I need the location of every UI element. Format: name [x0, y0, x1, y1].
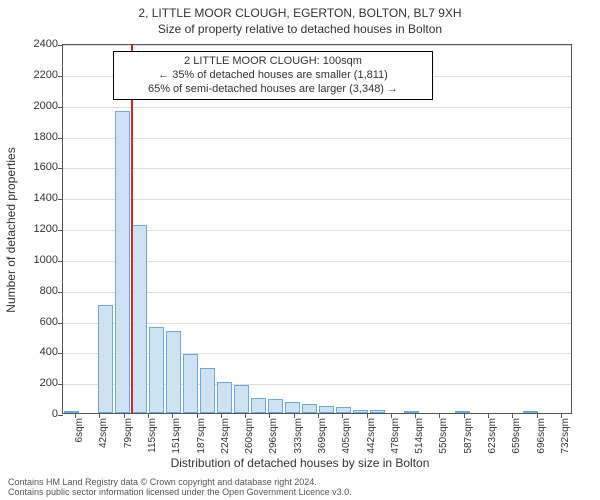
x-tick-label: 296sqm — [268, 418, 279, 468]
y-tick-label: 200 — [22, 377, 58, 389]
y-tick-mark — [58, 168, 63, 169]
histogram-bar — [166, 331, 182, 413]
y-tick-label: 2400 — [22, 38, 58, 50]
histogram-bar — [302, 404, 318, 413]
y-tick-mark — [58, 292, 63, 293]
x-tick-label: 732sqm — [560, 418, 571, 468]
x-tick-label: 333sqm — [293, 418, 304, 468]
x-tick-label: 442sqm — [366, 418, 377, 468]
histogram-bar — [64, 411, 80, 413]
x-tick-label: 696sqm — [536, 418, 547, 468]
histogram-bar — [455, 411, 471, 413]
y-tick-mark — [58, 323, 63, 324]
x-tick-label: 514sqm — [414, 418, 425, 468]
x-tick-label: 115sqm — [147, 418, 158, 468]
y-tick-label: 2000 — [22, 100, 58, 112]
x-tick-label: 6sqm — [74, 418, 85, 468]
histogram-bar — [370, 410, 386, 413]
x-tick-label: 187sqm — [196, 418, 207, 468]
histogram-bar — [404, 411, 420, 413]
x-tick-label: 405sqm — [341, 418, 352, 468]
gridline — [63, 107, 571, 108]
y-tick-label: 400 — [22, 346, 58, 358]
histogram-bar — [217, 382, 233, 413]
gridline — [63, 138, 571, 139]
annotation-line: 2 LITTLE MOOR CLOUGH: 100sqm — [120, 55, 426, 69]
y-tick-label: 1400 — [22, 192, 58, 204]
histogram-bar — [98, 305, 114, 413]
histogram-bar — [132, 225, 148, 413]
histogram-bar — [523, 411, 539, 413]
histogram-bar — [234, 385, 250, 413]
x-tick-label: 260sqm — [244, 418, 255, 468]
histogram-bar — [251, 398, 267, 413]
x-tick-label: 79sqm — [123, 418, 134, 468]
x-tick-label: 550sqm — [438, 418, 449, 468]
histogram-bar — [268, 399, 284, 413]
y-tick-mark — [58, 230, 63, 231]
histogram-bar — [353, 410, 369, 413]
y-tick-mark — [58, 45, 63, 46]
gridline — [63, 168, 571, 169]
y-tick-mark — [58, 138, 63, 139]
histogram-bar — [149, 327, 165, 413]
x-tick-label: 42sqm — [98, 418, 109, 468]
histogram-bar — [336, 407, 352, 413]
y-tick-mark — [58, 415, 63, 416]
y-tick-label: 1800 — [22, 131, 58, 143]
y-tick-label: 0 — [22, 408, 58, 420]
y-tick-label: 1200 — [22, 223, 58, 235]
gridline — [63, 199, 571, 200]
y-tick-label: 2200 — [22, 69, 58, 81]
annotation-box: 2 LITTLE MOOR CLOUGH: 100sqm← 35% of det… — [113, 51, 433, 100]
annotation-line: 65% of semi-detached houses are larger (… — [120, 83, 426, 97]
histogram-chart: 2 LITTLE MOOR CLOUGH: 100sqm← 35% of det… — [62, 44, 572, 414]
y-tick-label: 1600 — [22, 161, 58, 173]
annotation-line: ← 35% of detached houses are smaller (1,… — [120, 69, 426, 83]
histogram-bar — [183, 354, 199, 413]
x-tick-label: 151sqm — [171, 418, 182, 468]
y-tick-mark — [58, 384, 63, 385]
y-tick-label: 800 — [22, 285, 58, 297]
y-tick-label: 600 — [22, 316, 58, 328]
x-tick-label: 224sqm — [220, 418, 231, 468]
x-tick-label: 623sqm — [487, 418, 498, 468]
histogram-bar — [285, 402, 301, 413]
x-tick-label: 478sqm — [390, 418, 401, 468]
y-tick-mark — [58, 353, 63, 354]
histogram-bar — [200, 368, 216, 413]
page-title: 2, LITTLE MOOR CLOUGH, EGERTON, BOLTON, … — [0, 0, 600, 20]
x-tick-label: 587sqm — [463, 418, 474, 468]
gridline — [63, 45, 571, 46]
attribution-text: Contains HM Land Registry data © Crown c… — [8, 478, 352, 498]
x-tick-label: 369sqm — [317, 418, 328, 468]
y-tick-label: 1000 — [22, 254, 58, 266]
histogram-bar — [319, 406, 335, 413]
page-subtitle: Size of property relative to detached ho… — [0, 20, 600, 36]
x-tick-label: 659sqm — [511, 418, 522, 468]
y-axis-label: Number of detached properties — [4, 147, 18, 312]
y-tick-mark — [58, 76, 63, 77]
y-tick-mark — [58, 199, 63, 200]
y-tick-mark — [58, 261, 63, 262]
histogram-bar — [115, 111, 131, 413]
y-tick-mark — [58, 107, 63, 108]
attribution-line2: Contains public sector information licen… — [8, 488, 352, 498]
